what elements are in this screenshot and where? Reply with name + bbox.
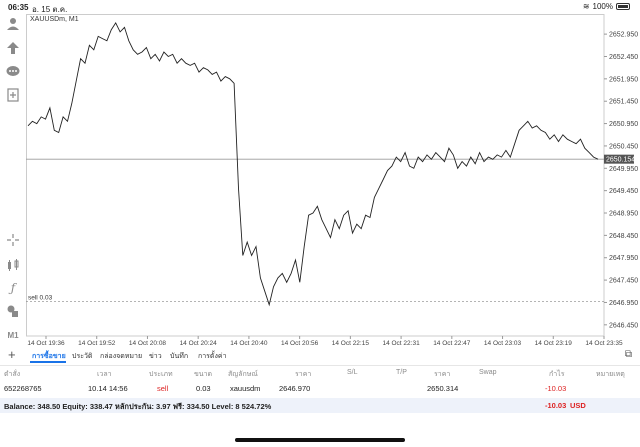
order-profit: -10.03 xyxy=(545,384,567,393)
up-arrow-icon[interactable] xyxy=(5,40,21,56)
currency: USD xyxy=(570,401,586,410)
header-comment: หมายเหตุ xyxy=(596,371,625,378)
balance-bar: Balance: 348.50 Equity: 338.47 หลักประกั… xyxy=(0,398,640,413)
price-tick-label: 2649.450 xyxy=(609,188,638,195)
price-tick-label: 2650.950 xyxy=(609,121,638,128)
chat-icon[interactable] xyxy=(5,64,21,80)
time-tick-label: 14 Oct 23:19 xyxy=(535,340,573,346)
home-indicator xyxy=(235,438,405,442)
order-id: 652268765 xyxy=(4,384,42,393)
time-tick-label: 14 Oct 22:15 xyxy=(332,340,370,346)
time-tick-label: 14 Oct 22:47 xyxy=(433,340,471,346)
order-symbol: xauusdm xyxy=(230,384,261,393)
header-profit: กำไร xyxy=(549,371,565,378)
status-bar: 06:35 อ. 15 ต.ค. ≋ 100% xyxy=(0,0,640,14)
header-order: ตำสั่ง xyxy=(4,371,21,378)
left-toolbar: ƒ M1 xyxy=(0,14,26,344)
header-price: ราคา xyxy=(295,371,312,378)
status-right: ≋ 100% xyxy=(583,2,630,11)
tab-news[interactable]: ข่าว xyxy=(149,353,162,360)
table-row[interactable]: 652268765 10.14 14:56 sell 0.03 xauusdm … xyxy=(0,381,640,397)
wifi-icon: ≋ xyxy=(582,2,590,11)
price-series-line xyxy=(27,21,599,307)
candles-icon[interactable] xyxy=(5,257,21,273)
total-profit: -10.03 xyxy=(545,401,567,410)
header-sl: S/L xyxy=(347,369,358,376)
header-size: ขนาด xyxy=(194,371,213,378)
bottom-tabs: + การซื้อขาย ประวัติ กล่องจดหมาย ข่าว บั… xyxy=(0,347,640,363)
time-tick-label: 14 Oct 23:35 xyxy=(585,340,623,346)
order-time: 10.14 14:56 xyxy=(88,384,128,393)
tab-trade[interactable]: การซื้อขาย xyxy=(32,353,66,360)
price-tick-label: 2652.450 xyxy=(609,54,638,61)
price-tick-label: 2648.950 xyxy=(609,211,638,218)
table-header: ตำสั่ง เวลา ประเภท ขนาด สัญลักษณ์ ราคา S… xyxy=(0,365,640,379)
header-tp: T/P xyxy=(396,369,407,376)
time-tick-label: 14 Oct 19:36 xyxy=(27,340,65,346)
chart-area[interactable]: 2652.950 2652.450 2651.950 2651.450 2650.950… xyxy=(26,14,640,346)
time-tick-label: 14 Oct 23:03 xyxy=(484,340,522,346)
header-symbol: สัญลักษณ์ xyxy=(228,371,258,378)
status-date: อ. 15 ต.ค. xyxy=(32,5,68,14)
chart-frame xyxy=(26,14,605,337)
person-icon[interactable] xyxy=(5,16,21,32)
price-tick-label: 2646.950 xyxy=(609,300,638,307)
layout-icon[interactable]: ⧉ xyxy=(624,349,632,360)
time-tick-label: 14 Oct 20:56 xyxy=(281,340,319,346)
price-tick-label: 2651.950 xyxy=(609,76,638,83)
status-time: 06:35 xyxy=(8,3,29,12)
battery-percent: 100% xyxy=(592,2,613,11)
time-tick-label: 14 Oct 20:40 xyxy=(230,340,268,346)
order-open-price: 2646.970 xyxy=(279,384,311,393)
tab-mailbox[interactable]: กล่องจดหมาย xyxy=(100,353,143,360)
price-tick-label: 2649.950 xyxy=(609,166,638,173)
header-type: ประเภท xyxy=(149,371,173,378)
price-tick-label: 2646.450 xyxy=(609,322,638,329)
active-tab-indicator xyxy=(30,361,66,363)
balance-text: Balance: 348.50 Equity: 338.47 หลักประกั… xyxy=(4,402,272,411)
add-page-icon[interactable] xyxy=(5,87,21,103)
current-price-label: 2650.154 xyxy=(606,157,635,164)
order-size: 0.03 xyxy=(196,384,211,393)
tab-settings[interactable]: การตั้งค่า xyxy=(198,353,227,360)
chart-symbol-label: XAUUSDm, M1 xyxy=(30,16,79,23)
function-icon[interactable]: ƒ xyxy=(10,281,16,295)
price-tick-label: 2647.950 xyxy=(609,255,638,262)
battery-icon xyxy=(616,3,630,10)
timeframe-label[interactable]: M1 xyxy=(7,330,19,340)
price-chart[interactable]: 2652.950 2652.450 2651.950 2651.450 2650.950… xyxy=(26,14,640,346)
price-tick-label: 2650.450 xyxy=(609,143,638,150)
order-current-price: 2650.314 xyxy=(427,384,459,393)
current-price-badge xyxy=(604,154,634,164)
crosshair-icon[interactable] xyxy=(5,232,21,248)
objects-icon[interactable] xyxy=(5,303,21,319)
add-button[interactable]: + xyxy=(8,347,16,362)
header-swap: Swap xyxy=(479,369,497,376)
time-tick-label: 14 Oct 20:24 xyxy=(180,340,218,346)
order-line-label: sell 0.03 xyxy=(28,295,53,302)
time-tick-label: 14 Oct 19:52 xyxy=(78,340,116,346)
header-current-price: ราคา xyxy=(434,371,451,378)
price-tick-label: 2647.450 xyxy=(609,278,638,285)
price-tick-label: 2652.950 xyxy=(609,32,638,39)
price-tick-label: 2648.450 xyxy=(609,233,638,240)
tab-history[interactable]: ประวัติ xyxy=(72,353,93,360)
time-tick-label: 14 Oct 22:31 xyxy=(382,340,420,346)
header-time: เวลา xyxy=(97,371,112,378)
price-tick-label: 2651.450 xyxy=(609,99,638,106)
order-type: sell xyxy=(157,384,169,393)
tab-journal[interactable]: บันทึก xyxy=(170,353,189,360)
time-tick-label: 14 Oct 20:08 xyxy=(129,340,167,346)
